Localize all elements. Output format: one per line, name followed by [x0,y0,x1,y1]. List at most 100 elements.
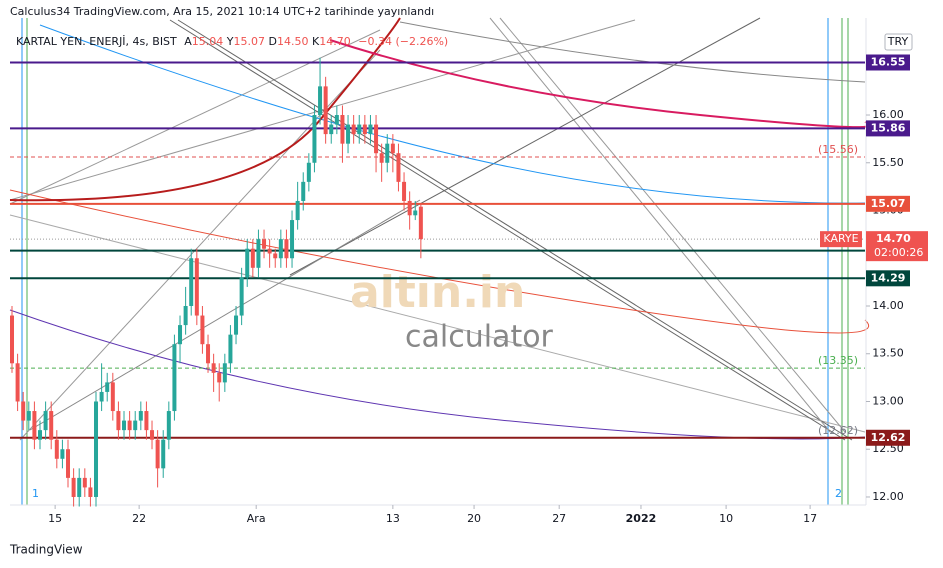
symbol: KARTAL YEN. ENERJİ, 4s, BIST [16,35,177,48]
candle-body [161,439,166,469]
candle-body [262,239,267,249]
level-label-box [866,54,910,71]
candle-body [194,258,199,316]
curve [9,17,401,202]
candle-body [407,200,412,216]
candle-body [66,449,71,478]
candle-body [379,153,384,163]
level-note: (12.62) [818,424,858,437]
candle-body [217,372,222,383]
candle-body [234,315,239,335]
trend-line [29,199,421,431]
candle-body [94,401,99,497]
watermark: altın.in [350,267,525,318]
level-note: (15.56) [818,143,858,156]
candle-body [334,115,339,125]
candle-body [189,258,194,306]
candle-body [362,124,367,135]
level-note: (13.35) [818,354,858,367]
candle-body [138,411,143,421]
candle-body [105,382,110,392]
candle-body [273,253,278,259]
x-tick-label: 2022 [626,512,657,525]
candle-body [323,86,328,135]
candle-body [9,315,14,364]
candle-body [228,334,233,364]
footer: TradingView [9,543,83,557]
header: Calculus34 TradingView.com, Ara 15, 2021… [10,5,434,18]
candle-body [413,210,418,216]
trend-line [499,17,846,433]
ohlc-prefix: Y [226,35,234,48]
symbol-tag: KARYE [823,232,858,245]
candle-body [60,449,65,459]
ohlc-value: 15.04 [192,35,224,48]
candle-body [357,124,362,135]
level-label-box [866,195,910,212]
y-tick-label: 12.00 [872,490,904,503]
symbol-tag-box [820,231,862,248]
x-tick-label: 27 [552,512,566,525]
candle-body [250,248,255,268]
trend-line [9,29,381,205]
y-tick-label: 13.50 [872,347,904,360]
candle-body [82,477,87,488]
candle-body [351,124,356,135]
candle-body [301,181,306,201]
ohlc-value: 15.07 [234,35,266,48]
candle-body [15,363,20,402]
candle-body [200,315,205,345]
trend-line [289,17,761,276]
trend-line [169,19,846,441]
candle-body [127,420,132,431]
y-tick-label: 15.50 [872,156,904,169]
candle-body [122,420,127,431]
last-price-box [866,231,928,262]
curve [329,39,872,129]
x-tick-label: 10 [719,512,733,525]
ohlc-prefix: K [312,35,320,48]
level-label-box [866,270,910,287]
candle-body [116,411,121,431]
marker: 1 [32,487,39,500]
candle-body [385,143,390,163]
candle-body [396,153,401,182]
level-label: 15.07 [871,197,906,210]
candle-body [346,124,351,144]
candle-body [71,477,76,497]
ohlc-value: 14.70 [319,35,351,48]
trend-line [177,19,853,441]
level-label-box [866,429,910,446]
x-tick-label: 13 [386,512,400,525]
currency-button[interactable] [884,33,913,51]
candle-body [88,487,93,497]
candle-body [43,411,48,431]
candle-body [178,325,183,345]
candle-body [211,363,216,373]
candle-body [306,162,311,182]
candle-body [38,430,43,440]
level-label: 12.62 [871,431,906,444]
curve [39,24,866,204]
candle-body [295,200,300,221]
y-tick-label: 13.00 [872,394,904,407]
candle-body [144,411,149,431]
x-tick-label: 17 [803,512,817,525]
x-tick-label: 22 [132,512,146,525]
candle-body [183,305,188,326]
candle-body [150,430,155,440]
candle-body [390,143,395,154]
candle-body [166,411,171,440]
candle-body [239,277,244,316]
candle-body [245,248,250,278]
candle-body [418,206,423,240]
level-label: 16.55 [871,55,906,68]
candle-body [312,115,317,163]
candle-body [222,363,227,383]
curve [9,189,870,334]
candle-body [256,239,261,268]
currency[interactable]: TRY [887,35,909,48]
ohlc-prefix: D [269,35,277,48]
candle-body [49,411,54,440]
level-label: 14.29 [871,271,906,284]
